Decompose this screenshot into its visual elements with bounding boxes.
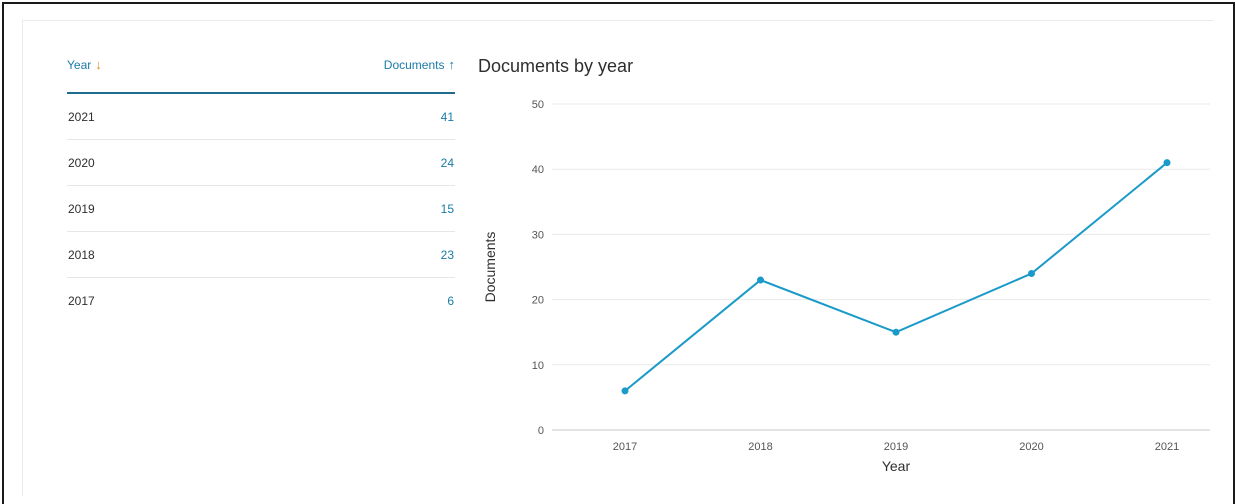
x-tick-label: 2021 xyxy=(1155,441,1179,453)
data-point-2021[interactable] xyxy=(1163,159,1171,167)
data-point-2020[interactable] xyxy=(1028,270,1035,278)
year-header-label: Year xyxy=(67,58,92,72)
x-tick-label: 2019 xyxy=(884,441,908,453)
table-header: Year ↓ Documents ↑ xyxy=(67,54,455,94)
table-row: 2017 6 xyxy=(67,278,455,324)
documents-line-chart: 0 10 20 30 40 50 2017 2018 2019 2020 2021 Documen… xyxy=(482,99,1210,474)
y-tick-label: 30 xyxy=(532,229,544,241)
x-tick-label: 2018 xyxy=(748,441,772,453)
series-line-documents xyxy=(624,161,1168,392)
row-year: 2017 xyxy=(68,294,95,308)
y-tick-label: 10 xyxy=(532,360,544,372)
y-tick-label: 0 xyxy=(538,425,544,437)
table-row: 2018 23 xyxy=(67,232,455,278)
row-year: 2020 xyxy=(68,155,95,170)
documents-table: Year ↓ Documents ↑ 2021 41 2020 24 2019 … xyxy=(67,54,455,324)
y-axis-title: Documents xyxy=(482,232,498,303)
sort-up-arrow-icon: ↑ xyxy=(448,57,456,72)
sort-down-arrow-icon: ↓ xyxy=(95,57,102,72)
row-document-count[interactable]: 23 xyxy=(440,247,454,262)
row-year: 2021 xyxy=(68,109,95,124)
documents-column-header[interactable]: Documents ↑ xyxy=(384,54,455,72)
y-tick-label: 50 xyxy=(532,99,544,111)
data-point-2017[interactable] xyxy=(621,387,629,395)
documents-panel xyxy=(22,20,1214,496)
y-tick-label: 40 xyxy=(532,164,544,176)
y-axis-ticks: 0 10 20 30 40 50 xyxy=(532,99,544,437)
year-column-header[interactable]: Year ↓ xyxy=(67,54,102,72)
data-point-2019[interactable] xyxy=(892,328,900,336)
row-document-count[interactable]: 41 xyxy=(440,109,454,124)
row-document-count[interactable]: 15 xyxy=(440,201,454,216)
grid-lines xyxy=(552,103,1210,431)
row-document-count[interactable]: 24 xyxy=(440,155,454,170)
chart-title: Documents by year xyxy=(478,56,634,76)
row-year: 2018 xyxy=(68,247,95,262)
x-tick-label: 2017 xyxy=(613,441,637,453)
documents-header-label: Documents xyxy=(383,58,445,72)
table-row: 2019 15 xyxy=(67,186,455,232)
table-row: 2020 24 xyxy=(67,140,455,186)
x-axis-ticks: 2017 2018 2019 2020 2021 xyxy=(613,441,1179,453)
y-tick-label: 20 xyxy=(532,295,544,307)
x-tick-label: 2020 xyxy=(1019,441,1043,453)
row-document-count[interactable]: 6 xyxy=(447,294,454,308)
data-point-2018[interactable] xyxy=(757,276,764,284)
row-year: 2019 xyxy=(68,201,95,216)
x-axis-title: Year xyxy=(882,458,911,474)
table-row: 2021 41 xyxy=(67,94,455,140)
series-documents xyxy=(621,159,1171,395)
